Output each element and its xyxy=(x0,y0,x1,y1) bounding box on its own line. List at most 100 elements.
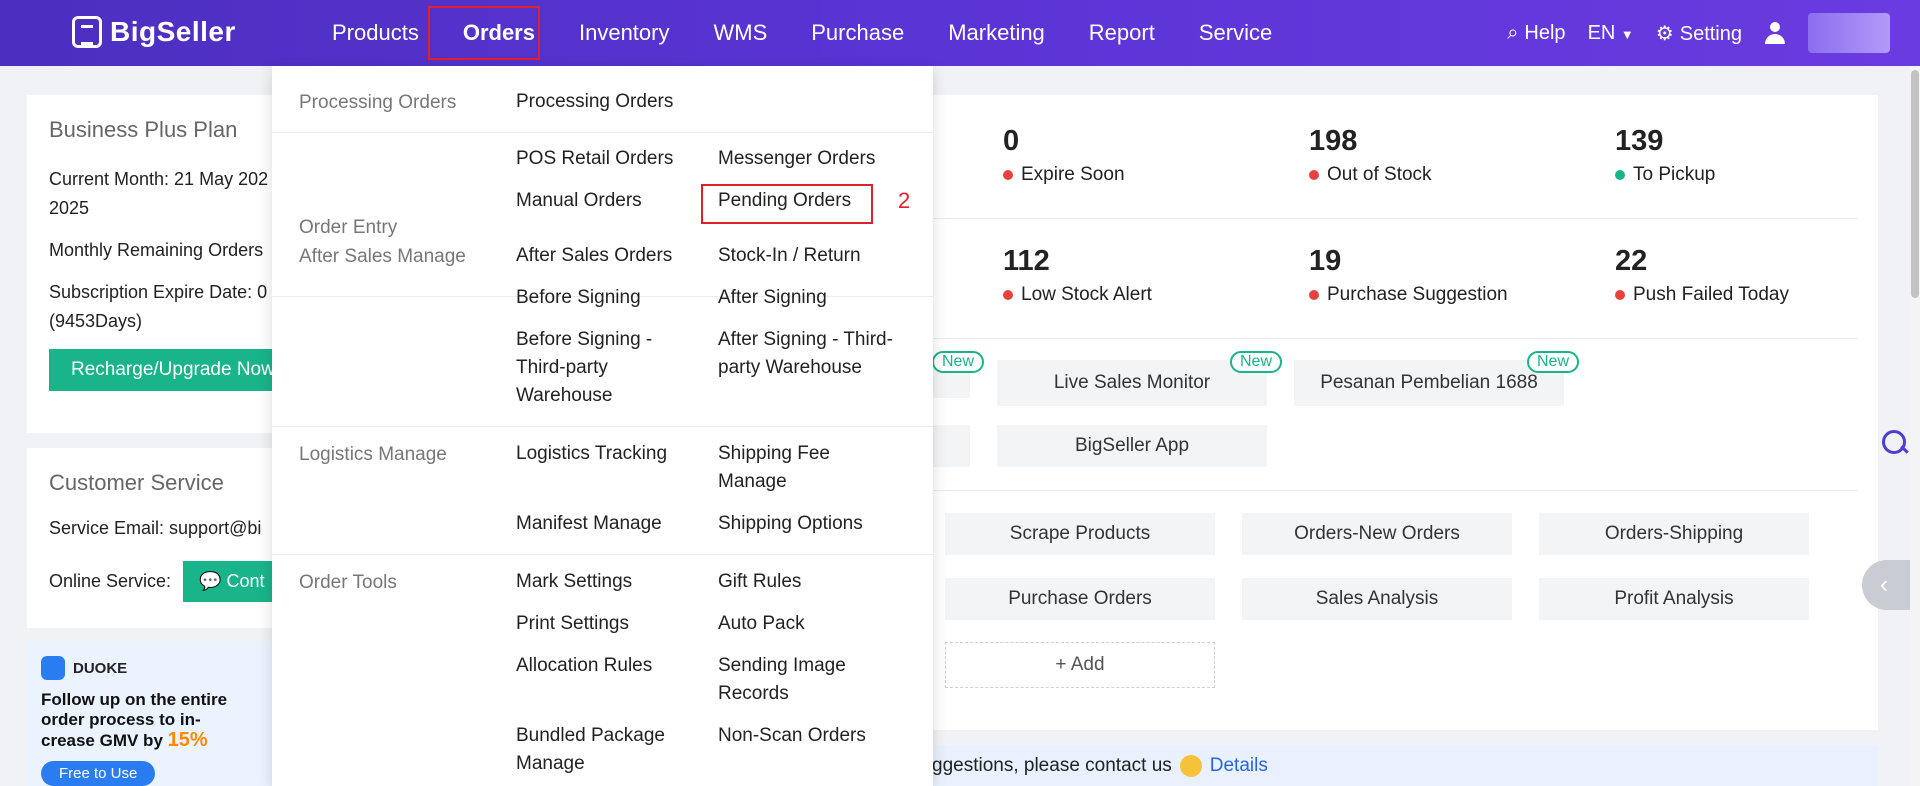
stat-to-pickup[interactable]: 139 To Pickup xyxy=(1615,125,1715,186)
contact-button[interactable]: 💬 Cont xyxy=(183,561,281,602)
tile-orders-new-orders[interactable]: Orders-New Orders xyxy=(1242,513,1512,555)
nav-report[interactable]: Report xyxy=(1088,20,1155,45)
nav-products[interactable]: Products xyxy=(332,20,419,45)
main-menu: Products Orders Inventory WMS Purchase M… xyxy=(310,0,1294,66)
dd-category: After Sales Manage xyxy=(299,246,466,267)
scrollbar-thumb[interactable] xyxy=(1911,70,1919,298)
plan-card: Business Plus Plan Current Month: 21 May… xyxy=(27,95,297,433)
online-service-label: Online Service: xyxy=(49,571,172,591)
stat-value: 19 xyxy=(1309,245,1342,277)
tile-scrape-products[interactable]: Scrape Products xyxy=(945,513,1215,555)
tile-profit-analysis[interactable]: Profit Analysis xyxy=(1539,578,1809,620)
stat-label-row: Out of Stock xyxy=(1309,164,1432,186)
bigseller-logo[interactable]: BigSeller xyxy=(72,16,236,48)
dd-link-shipping-fee-manage[interactable]: Shipping Fee Manage xyxy=(718,443,830,492)
nav-inventory[interactable]: Inventory xyxy=(578,20,670,45)
stat-value: 0 xyxy=(1003,125,1020,157)
dd-link-before-signing[interactable]: Before Signing xyxy=(516,287,641,308)
current-month-text: Current Month: 21 May 202 xyxy=(49,169,269,189)
stat-purchase-suggestion[interactable]: 19 Purchase Suggestion xyxy=(1309,245,1508,306)
dd-link-auto-pack[interactable]: Auto Pack xyxy=(718,613,805,634)
subscription-expire-date: Subscription Expire Date: 0 xyxy=(49,282,268,302)
tile-sales-analysis[interactable]: Sales Analysis xyxy=(1242,578,1512,620)
customer-service-card: Customer Service Service Email: support@… xyxy=(27,448,287,628)
tile-bigseller-app[interactable]: BigSeller App xyxy=(997,425,1267,467)
dd-link-stock-in-return[interactable]: Stock-In / Return xyxy=(718,245,861,266)
stat-push-failed-today[interactable]: 22 Push Failed Today xyxy=(1615,245,1789,306)
dd-link-after-sales-orders[interactable]: After Sales Orders xyxy=(516,245,673,266)
divider xyxy=(272,554,933,555)
dd-link-after-signing-third-party[interactable]: After Signing - Third-party Warehouse xyxy=(718,329,893,378)
dd-section-order-entry: Order Entry xyxy=(272,133,933,297)
dd-link-allocation-rules[interactable]: Allocation Rules xyxy=(516,655,653,676)
stat-low-stock-alert[interactable]: 112 Low Stock Alert xyxy=(1003,245,1152,306)
top-navbar: BigSeller Products Orders Inventory WMS … xyxy=(0,0,1920,66)
nav-purchase[interactable]: Purchase xyxy=(811,20,905,45)
orders-dropdown-menu: Processing Orders Processing Orders Orde… xyxy=(272,66,933,786)
dd-link-mark-settings[interactable]: Mark Settings xyxy=(516,571,633,592)
dd-category: Processing Orders xyxy=(299,92,457,113)
nav-marketing[interactable]: Marketing xyxy=(948,20,1045,45)
duoke-ad-card[interactable]: DUOKE Follow up on the entire order proc… xyxy=(27,642,287,786)
current-month: Current Month: 21 May 202 xyxy=(49,165,269,194)
stat-out-of-stock[interactable]: 198 Out of Stock xyxy=(1309,125,1432,186)
floating-search-icon[interactable] xyxy=(1880,428,1908,456)
dd-link-before-signing-third-party[interactable]: Before Signing - Third-party Warehouse xyxy=(516,329,653,406)
tile-orders-shipping[interactable]: Orders-Shipping xyxy=(1539,513,1809,555)
stat-expire-soon[interactable]: 0 Expire Soon xyxy=(1003,125,1125,186)
tile-purchase-orders[interactable]: Purchase Orders xyxy=(945,578,1215,620)
stat-value: 198 xyxy=(1309,125,1358,157)
service-email: Service Email: support@bi xyxy=(49,518,262,538)
dd-category: Order Tools xyxy=(299,572,397,593)
gear-icon: ⚙ xyxy=(1655,22,1674,45)
dd-link-logistics-tracking[interactable]: Logistics Tracking xyxy=(516,443,668,464)
dd-link-shipping-options[interactable]: Shipping Options xyxy=(718,513,863,534)
user-name-blurred[interactable] xyxy=(1808,13,1890,53)
new-badge: New xyxy=(1527,351,1580,373)
recharge-upgrade-button[interactable]: Recharge/Upgrade Now xyxy=(49,349,297,391)
user-icon[interactable] xyxy=(1764,22,1786,44)
nav-right-tools: ⌕ Help EN ▼ ⚙ Setting xyxy=(1507,0,1890,66)
subscription-days: (9453Days) xyxy=(49,311,143,331)
tile-live-sales-monitor[interactable]: Live Sales Monitor xyxy=(997,360,1267,406)
info-bar-text: ggestions, please contact us xyxy=(932,754,1172,776)
nav-orders[interactable]: Orders xyxy=(462,20,535,45)
help-link[interactable]: ⌕ Help xyxy=(1507,22,1565,45)
dd-link-non-scan-orders[interactable]: Non-Scan Orders xyxy=(718,725,866,746)
dd-link-manual-orders[interactable]: Manual Orders xyxy=(516,190,642,211)
stat-label: Expire Soon xyxy=(1021,164,1125,185)
dd-link-processing-orders[interactable]: Processing Orders xyxy=(516,91,674,112)
setting-link[interactable]: ⚙ Setting xyxy=(1656,21,1742,46)
feedback-info-bar: ggestions, please contact us Details xyxy=(900,745,1878,786)
dashboard-panel: 0 Expire Soon 198 Out of Stock 139 To Pi… xyxy=(900,95,1878,730)
customer-service-title: Customer Service xyxy=(49,470,224,495)
status-dot xyxy=(1003,170,1013,180)
divider xyxy=(900,490,1858,491)
tile-pesanan-pembelian[interactable]: Pesanan Pembelian 1688 xyxy=(1294,360,1564,406)
stat-label: Out of Stock xyxy=(1327,164,1432,185)
page-scrollbar[interactable] xyxy=(1910,66,1920,786)
add-tile-button[interactable]: + Add xyxy=(945,642,1215,688)
caret-down-icon: ▼ xyxy=(1620,26,1634,42)
dd-link-after-signing[interactable]: After Signing xyxy=(718,287,827,308)
free-to-use-button[interactable]: Free to Use xyxy=(41,761,156,786)
stat-label: Push Failed Today xyxy=(1633,284,1789,305)
dd-link-messenger-orders[interactable]: Messenger Orders xyxy=(718,148,876,169)
dd-link-manifest-manage[interactable]: Manifest Manage xyxy=(516,513,662,534)
dd-link-gift-rules[interactable]: Gift Rules xyxy=(718,571,802,592)
stat-label-row: Push Failed Today xyxy=(1615,284,1789,306)
dd-link-print-settings[interactable]: Print Settings xyxy=(516,613,629,634)
stat-value: 139 xyxy=(1615,125,1664,157)
language-select[interactable]: EN ▼ xyxy=(1588,22,1634,45)
dd-link-pending-orders[interactable]: Pending Orders xyxy=(718,190,852,211)
new-badge: New xyxy=(932,351,985,373)
contact-label: Cont xyxy=(226,571,265,591)
nav-wms[interactable]: WMS xyxy=(713,20,768,45)
details-link[interactable]: Details xyxy=(1209,754,1268,776)
dd-link-bundled-package-manage[interactable]: Bundled Package Manage xyxy=(516,725,665,774)
nav-service[interactable]: Service xyxy=(1198,20,1273,45)
dd-link-pos-retail-orders[interactable]: POS Retail Orders xyxy=(516,148,674,169)
dd-link-sending-image-records[interactable]: Sending Image Records xyxy=(718,655,846,704)
orders-highlight-box xyxy=(428,6,540,60)
stat-label: Low Stock Alert xyxy=(1021,284,1152,305)
